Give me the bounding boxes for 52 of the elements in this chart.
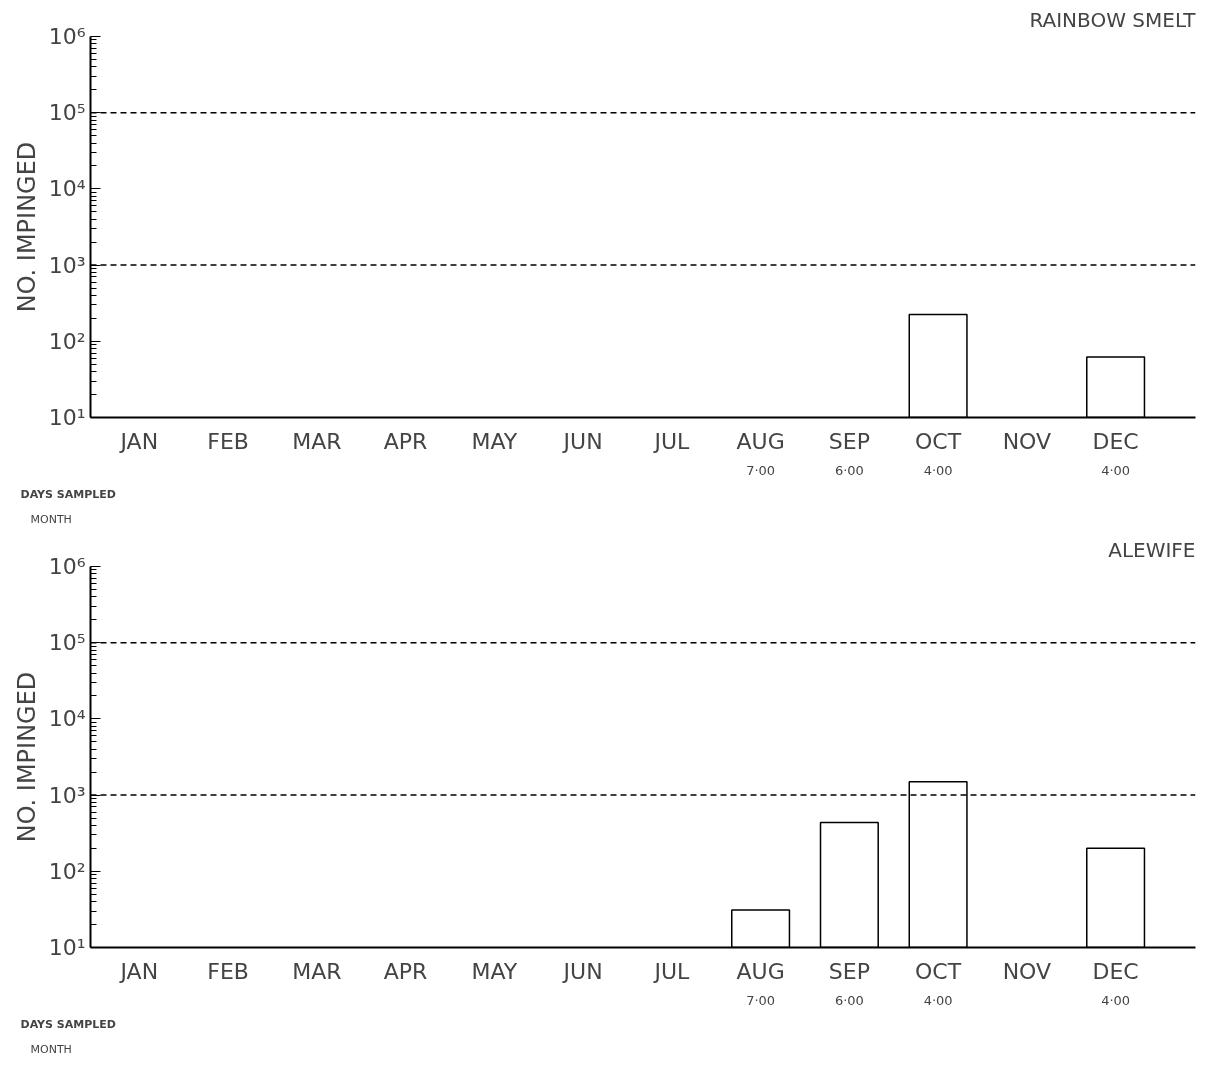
x-tick-label: MAR	[292, 958, 342, 984]
y-tick-label: 10³	[48, 782, 86, 808]
x-tick-label: DEC	[1092, 428, 1139, 454]
text: 4·00	[1101, 462, 1131, 478]
y-tick-label: 10³	[48, 252, 86, 278]
chart-title: ALEWIFE	[1108, 537, 1196, 562]
y-tick-label: 10²	[48, 328, 86, 354]
x-tick-label: JAN	[118, 958, 159, 984]
text: 6·00	[834, 462, 864, 478]
y-tick-label: 10²	[48, 858, 86, 884]
text: 4·00	[1101, 992, 1131, 1008]
x-tick-label: FEB	[207, 428, 249, 454]
chart-title: RAINBOW SMELT	[1029, 7, 1197, 32]
text: DAYS SAMPLED	[20, 487, 116, 501]
text: MONTH	[30, 1042, 72, 1056]
x-tick-label: JUL	[652, 958, 691, 984]
x-tick-label: FEB	[207, 958, 249, 984]
x-tick-label: NOV	[1002, 428, 1052, 454]
x-tick-label: NOV	[1002, 958, 1052, 984]
x-tick-label: APR	[383, 958, 428, 984]
text: 4·00	[923, 992, 953, 1008]
x-tick-label: JAN	[118, 428, 159, 454]
x-tick-label: DEC	[1092, 958, 1139, 984]
y-tick-label: 10¹	[48, 405, 86, 430]
x-tick-label: APR	[383, 428, 428, 454]
x-tick-label: AUG	[736, 958, 785, 984]
x-tick-label: AUG	[736, 428, 785, 454]
x-tick-label: JUN	[561, 958, 603, 984]
x-tick-label: OCT	[915, 428, 962, 454]
x-tick-label: SEP	[828, 428, 870, 454]
y-axis-title: NO. IMPINGED	[12, 141, 41, 313]
y-tick-label: 10⁴	[48, 176, 86, 202]
y-axis-title: NO. IMPINGED	[12, 671, 41, 843]
text: DAYS SAMPLED	[20, 1017, 116, 1031]
y-tick-label: 10¹	[48, 935, 86, 960]
y-tick-label: 10⁴	[48, 706, 86, 732]
text: 6·00	[834, 992, 864, 1008]
x-tick-label: JUN	[561, 428, 603, 454]
x-tick-label: MAY	[471, 958, 518, 984]
x-tick-label: JUL	[652, 428, 691, 454]
text: 7·00	[746, 992, 776, 1008]
text: 7·00	[746, 462, 776, 478]
x-tick-label: SEP	[828, 958, 870, 984]
text: MONTH	[30, 512, 72, 526]
y-tick-label: 10⁵	[48, 630, 86, 656]
y-tick-label: 10⁶	[48, 554, 86, 579]
text: 4·00	[923, 462, 953, 478]
x-tick-label: OCT	[915, 958, 962, 984]
y-tick-label: 10⁶	[48, 24, 86, 49]
x-tick-label: MAY	[471, 428, 518, 454]
x-tick-label: MAR	[292, 428, 342, 454]
y-tick-label: 10⁵	[48, 100, 86, 126]
